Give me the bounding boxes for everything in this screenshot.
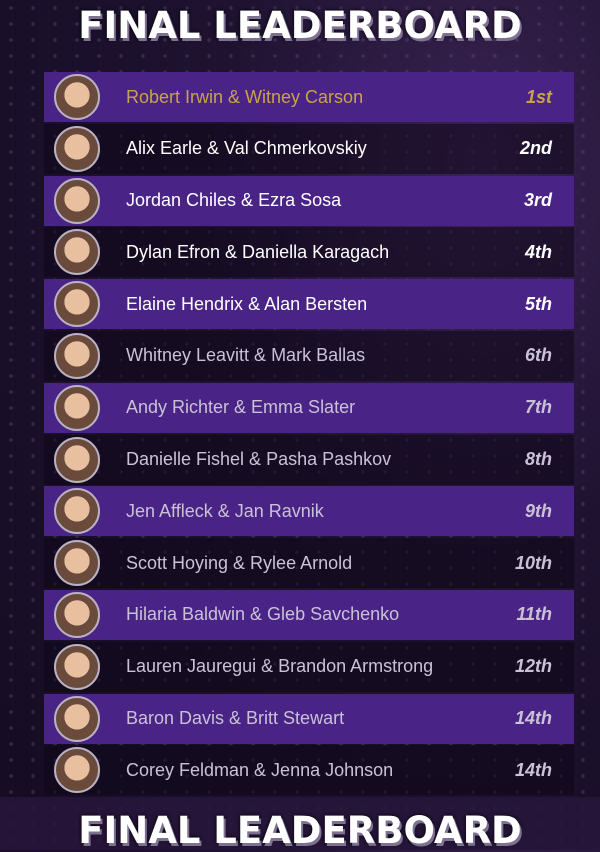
rank-label: 8th [525,449,552,470]
leaderboard-row: Lauren Jauregui & Brandon Armstrong 12th [44,641,574,692]
couple-name: Dylan Efron & Daniella Karagach [126,241,390,262]
rank-label: 6th [525,345,552,366]
couple-name: Scott Hoying & Rylee Arnold [126,552,353,573]
rank-label: 7th [525,397,552,418]
couple-name: Jordan Chiles & Ezra Sosa [126,190,342,211]
avatar [54,332,100,379]
couple-name: Alix Earle & Val Chmerkovskiy [126,138,367,159]
rank-label: 12th [514,656,552,677]
leaderboard-row: Jen Affleck & Jan Ravnik 9th [44,486,574,537]
leaderboard-row: Elaine Hendrix & Alan Bersten 5th [44,279,574,330]
leaderboard: Robert Irwin & Witney Carson 1st Alix Ea… [44,72,574,797]
leaderboard-row: Dylan Efron & Daniella Karagach 4th [44,227,574,278]
leaderboard-row: Whitney Leavitt & Mark Ballas 6th [44,330,574,381]
leaderboard-row: Baron Davis & Britt Stewart 14th [44,693,574,744]
avatar [54,695,100,742]
rank-label: 3rd [523,190,552,211]
couple-name: Corey Feldman & Jenna Johnson [126,759,394,780]
rank-label: 9th [525,500,552,521]
leaderboard-row: Danielle Fishel & Pasha Pashkov 8th [44,434,574,485]
couple-name: Andy Richter & Emma Slater [126,397,356,418]
rank-label: 14th [514,708,552,729]
bottom-band [0,797,600,850]
couple-name: Hilaria Baldwin & Gleb Savchenko [126,604,400,625]
footer-title: FINAL LEADERBOARD [78,809,522,852]
avatar [54,125,100,172]
leaderboard-row: Andy Richter & Emma Slater 7th [44,382,574,433]
couple-name: Jen Affleck & Jan Ravnik [126,500,324,521]
avatar [54,281,100,328]
avatar [54,229,100,276]
leaderboard-row: Robert Irwin & Witney Carson 1st [44,72,574,122]
leaderboard-row: Corey Feldman & Jenna Johnson 14th [44,745,574,796]
rank-label: 11th [516,604,552,625]
couple-name: Lauren Jauregui & Brandon Armstrong [126,656,434,677]
rank-label: 2nd [519,138,552,159]
avatar [54,74,100,120]
avatar [54,384,100,431]
leaderboard-row: Jordan Chiles & Ezra Sosa 3rd [44,175,574,226]
avatar [54,747,100,794]
leaderboard-row: Scott Hoying & Rylee Arnold 10th [44,538,574,589]
avatar [54,436,100,483]
rank-label: 14th [514,759,552,780]
couple-name: Elaine Hendrix & Alan Bersten [126,293,368,314]
rank-label: 4th [525,241,552,262]
couple-name: Baron Davis & Britt Stewart [126,708,345,729]
avatar [54,643,100,690]
avatar [54,177,100,224]
page-title: FINAL LEADERBOARD [78,4,522,47]
leaderboard-row: Hilaria Baldwin & Gleb Savchenko 11th [44,589,574,640]
rank-label: 10th [514,552,552,573]
leaderboard-row: Alix Earle & Val Chmerkovskiy 2nd [44,123,574,174]
couple-name: Robert Irwin & Witney Carson [126,86,364,107]
avatar [54,540,100,587]
avatar [54,591,100,638]
rank-label: 1st [525,86,552,107]
couple-name: Whitney Leavitt & Mark Ballas [126,345,366,366]
couple-name: Danielle Fishel & Pasha Pashkov [126,449,392,470]
avatar [54,488,100,535]
rank-label: 5th [525,293,552,314]
